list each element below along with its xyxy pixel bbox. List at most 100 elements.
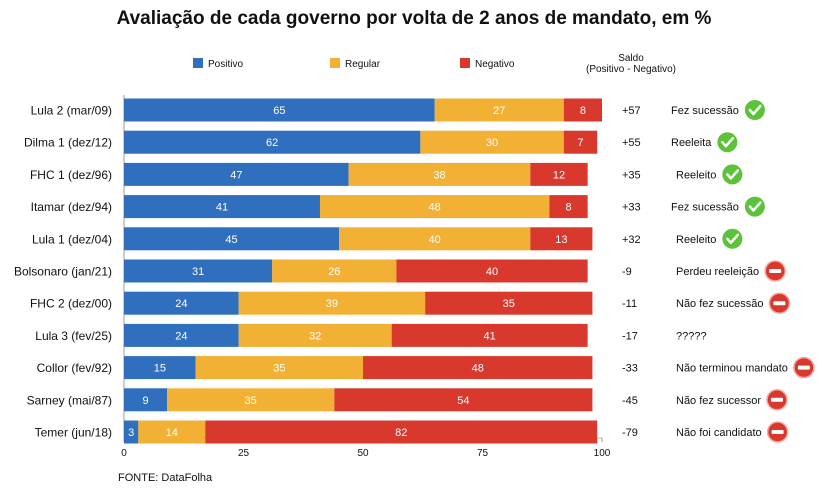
outcome-label: Não foi candidato	[676, 427, 762, 439]
bar-value-label: 38	[433, 169, 445, 181]
bar-negativo	[530, 227, 593, 251]
outcome-label: ?????	[676, 330, 707, 342]
saldo-value: -9	[622, 266, 632, 278]
bar-value-label: 41	[216, 202, 228, 214]
category-label: Bolsonaro (jan/21)	[14, 265, 112, 279]
bar-value-label: 35	[503, 298, 515, 310]
bar-negativo	[334, 388, 593, 412]
bar-value-label: 3	[128, 427, 134, 439]
legend-label-regular: Regular	[345, 59, 381, 70]
check-mark	[721, 136, 735, 148]
outcome-label: Perdeu reeleição	[676, 266, 759, 278]
bar-value-label: 15	[154, 363, 166, 375]
check-icon	[717, 132, 738, 153]
saldo-value: -17	[622, 330, 638, 342]
bar-value-label: 14	[166, 427, 178, 439]
bar-value-label: 47	[230, 169, 242, 181]
no-entry-bar	[769, 269, 782, 273]
saldo-value: -45	[622, 395, 638, 407]
bar-regular	[138, 420, 206, 444]
no-entry-bar	[771, 430, 784, 434]
bar-regular	[167, 388, 335, 412]
bar-negativo	[563, 130, 598, 154]
bar-regular	[434, 98, 564, 122]
legend-label-positivo: Positivo	[208, 59, 243, 70]
bar-value-label: 32	[309, 330, 321, 342]
bar-value-label: 8	[580, 105, 586, 117]
bar-value-label: 24	[175, 298, 187, 310]
bar-value-label: 48	[429, 202, 441, 214]
bar-value-label: 39	[326, 298, 338, 310]
bar-negativo	[205, 420, 598, 444]
bar-negativo	[563, 98, 602, 122]
bar-value-label: 45	[225, 234, 237, 246]
bar-value-label: 24	[175, 330, 187, 342]
bar-value-label: 7	[577, 137, 583, 149]
bar-positivo	[124, 162, 349, 186]
saldo-value: +57	[622, 105, 641, 117]
saldo-value: +33	[622, 202, 641, 214]
saldo-value: -33	[622, 363, 638, 375]
legend-label-negativo: Negativo	[475, 59, 515, 70]
category-label: Lula 2 (mar/09)	[31, 104, 112, 118]
bar-positivo	[124, 291, 239, 315]
outcome-label: Não fez sucessor	[676, 395, 761, 407]
category-label: FHC 1 (dez/96)	[30, 168, 112, 182]
category-label: Itamar (dez/94)	[31, 200, 112, 214]
bar-positivo	[124, 98, 435, 122]
bar-value-label: 31	[192, 266, 204, 278]
bar-negativo	[391, 323, 588, 347]
bar-value-label: 35	[273, 363, 285, 375]
category-label: Collor (fev/92)	[37, 361, 112, 375]
bar-positivo	[124, 323, 239, 347]
outcome-label: Reeleito	[676, 169, 716, 181]
check-icon	[722, 228, 743, 249]
category-label: Temer (jun/18)	[35, 426, 112, 440]
outcome-label: Fez sucessão	[671, 202, 739, 214]
no-entry-bar	[770, 397, 783, 402]
x-tick-label: 50	[357, 448, 369, 459]
x-tick-label: 0	[121, 448, 127, 459]
check-mark	[748, 104, 762, 116]
category-label: FHC 2 (dez/00)	[30, 297, 112, 311]
saldo-value: -79	[622, 427, 638, 439]
category-label: Lula 3 (fev/25)	[35, 329, 112, 343]
saldo-value: +32	[622, 234, 641, 246]
outcome-label: Reeleito	[676, 234, 716, 246]
bar-value-label: 13	[555, 234, 567, 246]
bar-regular	[238, 323, 392, 347]
check-mark	[726, 169, 740, 180]
bar-value-label: 82	[395, 427, 407, 439]
bar-positivo	[124, 388, 168, 412]
bar-value-label: 41	[484, 330, 496, 342]
outcome-label: Reeleita	[671, 137, 712, 149]
legend-swatch-negativo	[460, 58, 470, 68]
bar-positivo	[124, 259, 273, 283]
saldo-value: +35	[622, 169, 641, 181]
bar-value-label: 30	[486, 137, 498, 149]
x-tick-label: 75	[477, 448, 489, 459]
outcome-label: Não terminou mandato	[676, 363, 788, 375]
check-mark	[726, 233, 740, 245]
bar-negativo	[530, 162, 588, 186]
bar-value-label: 62	[266, 137, 278, 149]
bar-regular	[339, 227, 531, 251]
category-label: Dilma 1 (dez/12)	[24, 136, 112, 150]
legend-swatch-positivo	[193, 58, 203, 68]
bar-value-label: 27	[493, 105, 505, 117]
saldo-value: +55	[622, 137, 641, 149]
outcome-label: Não fez sucessão	[676, 298, 763, 310]
saldo-header: Saldo	[618, 53, 644, 64]
legend-swatch-regular	[330, 58, 340, 68]
source-note: FONTE: DataFolha	[118, 472, 213, 484]
bar-value-label: 40	[429, 234, 441, 246]
chart-title: Avaliação de cada governo por volta de 2…	[116, 8, 712, 29]
bar-value-label: 54	[457, 395, 469, 407]
bar-value-label: 48	[472, 363, 484, 375]
bar-value-label: 8	[565, 202, 571, 214]
check-icon	[722, 164, 743, 185]
bar-value-label: 35	[245, 395, 257, 407]
check-icon	[744, 100, 765, 120]
bar-regular	[319, 195, 550, 219]
